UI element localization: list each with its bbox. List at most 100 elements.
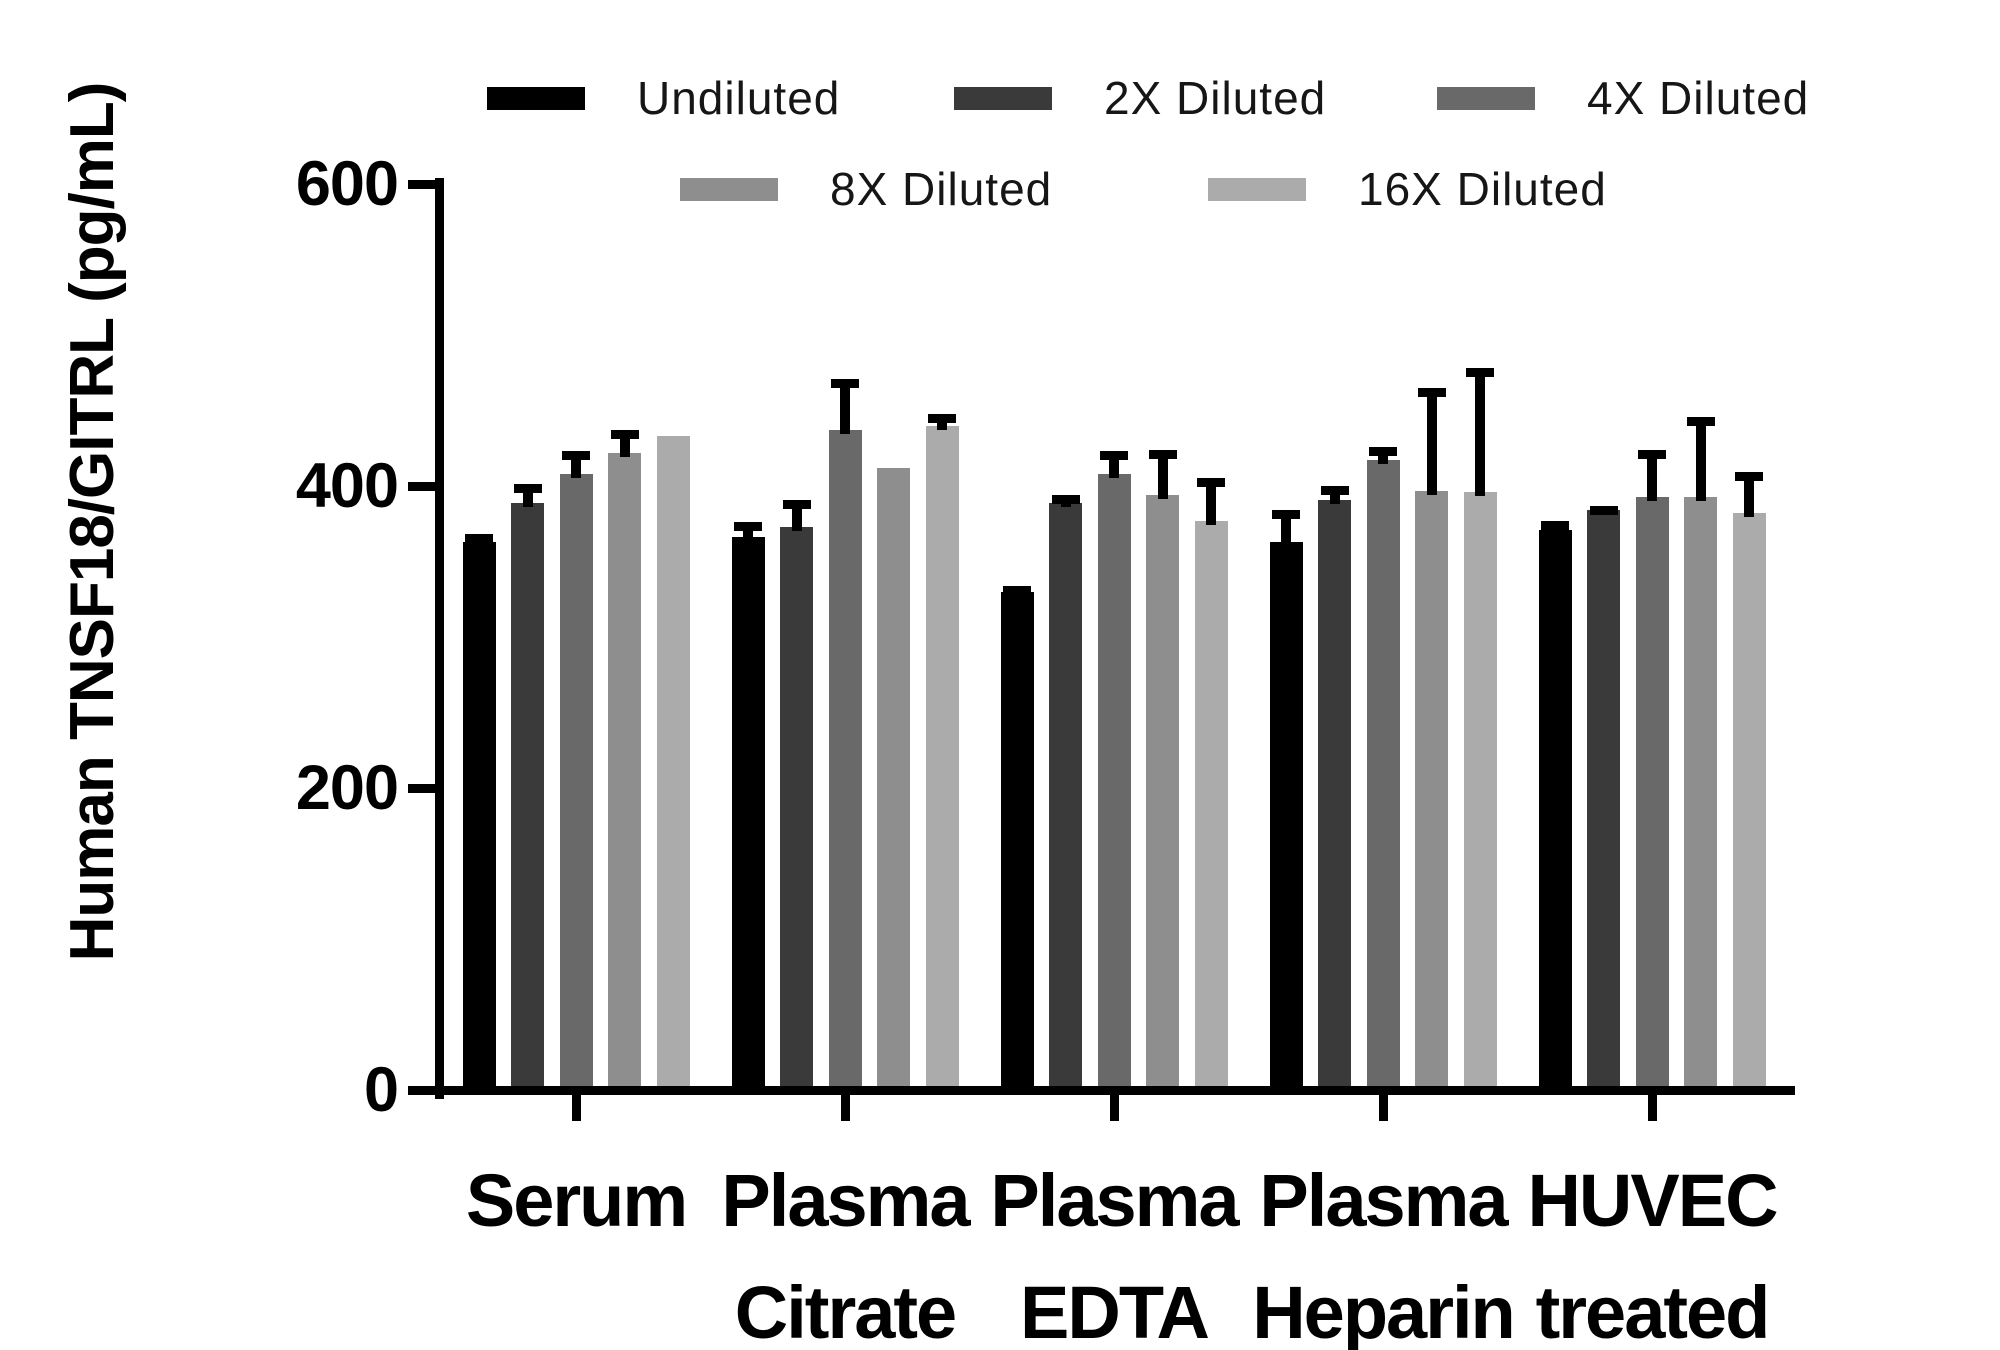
legend-item-8x-diluted: 8X Diluted [680, 163, 1053, 215]
y-axis-title: Human TNSF18/GITRL (pg/mL) [58, 82, 127, 962]
error-bar-cap [1197, 478, 1225, 488]
error-bar-cap [782, 499, 811, 509]
bar-plasma-citrate-4x-diluted [828, 430, 862, 1090]
bar-plasma-citrate-2x-diluted [780, 526, 813, 1090]
x-axis-category-label: Plasma Heparin [1173, 1145, 1593, 1350]
x-axis-category-line: HUVEC [1527, 1159, 1778, 1242]
error-bar-stem [1475, 368, 1485, 497]
y-axis-tick-label: 400 [295, 451, 399, 521]
x-axis-category-label: HUVEC treated [1442, 1145, 1862, 1350]
error-bar-cap [1100, 451, 1128, 461]
error-bar-stem [1206, 478, 1216, 525]
legend-swatch-16x-diluted [1208, 177, 1306, 201]
error-bar-cap [1369, 446, 1397, 456]
error-bar-stem [571, 451, 581, 478]
legend-item-16x-diluted: 16X Diluted [1208, 163, 1607, 215]
x-axis-tick [1647, 1094, 1657, 1121]
x-axis-category-line: Heparin [1252, 1271, 1516, 1350]
legend-label-8x-diluted: 8X Diluted [830, 163, 1053, 215]
bar-serum-undiluted [462, 541, 496, 1090]
x-axis-category-line: Plasma [1259, 1159, 1508, 1242]
error-bar-cap [1417, 387, 1446, 397]
bar-plasma-heparin-2x-diluted [1318, 499, 1351, 1090]
y-axis-tick [408, 179, 435, 189]
legend-swatch-4x-diluted [1437, 86, 1535, 110]
error-bar-stem [522, 484, 533, 507]
error-bar-cap [1148, 449, 1177, 459]
legend-item-4x-diluted: 4X Diluted [1437, 72, 1810, 124]
x-axis-line [435, 1086, 1795, 1095]
x-axis-category-label: Serum [366, 1145, 786, 1257]
x-axis-category-line: Citrate [734, 1271, 957, 1350]
bar-huvec-treated-undiluted [1538, 529, 1572, 1090]
error-bar-cap [465, 534, 493, 544]
x-axis-category-line: Plasma [990, 1159, 1239, 1242]
error-bar-cap [1589, 505, 1618, 515]
bar-plasma-edta-2x-diluted [1049, 502, 1082, 1090]
bar-huvec-treated-4x-diluted [1635, 496, 1669, 1090]
x-axis-tick [1109, 1094, 1119, 1121]
bar-plasma-citrate-16x-diluted [925, 425, 959, 1090]
error-bar-cap [1051, 495, 1080, 505]
error-bar-stem [1647, 449, 1657, 501]
error-bar-cap [1466, 368, 1494, 378]
error-bar-cap [610, 430, 639, 440]
x-axis-tick [1378, 1094, 1388, 1121]
error-bar-stem [1281, 510, 1291, 546]
bar-huvec-treated-16x-diluted [1732, 513, 1766, 1090]
bar-plasma-citrate-8x-diluted [877, 467, 910, 1090]
bar-serum-8x-diluted [608, 452, 641, 1090]
bar-huvec-treated-2x-diluted [1587, 510, 1620, 1090]
error-bar-cap [1003, 585, 1031, 595]
y-axis-line [435, 178, 444, 1099]
error-bar-stem [840, 378, 850, 435]
error-bar-cap [1735, 472, 1763, 482]
bar-serum-4x-diluted [559, 473, 593, 1090]
error-bar-stem [1695, 416, 1706, 501]
bar-serum-16x-diluted [656, 436, 690, 1090]
y-axis-tick [408, 481, 435, 491]
legend-swatch-undiluted [487, 86, 585, 110]
legend-label-4x-diluted: 4X Diluted [1587, 72, 1810, 124]
error-bar-stem [619, 430, 630, 457]
error-bar-stem [1744, 472, 1754, 518]
error-bar-cap [1272, 510, 1300, 520]
x-axis-category-line: Serum [465, 1159, 688, 1242]
x-axis-tick [840, 1094, 850, 1121]
error-bar-cap [1320, 486, 1349, 495]
error-bar-cap [1541, 520, 1569, 530]
y-axis-tick-label: 600 [295, 149, 399, 219]
x-axis-category-label: Plasma EDTA [904, 1145, 1324, 1350]
bar-plasma-heparin-16x-diluted [1463, 492, 1497, 1090]
bar-plasma-citrate-undiluted [731, 537, 765, 1090]
y-axis-tick [408, 1085, 435, 1095]
error-bar-stem [743, 522, 753, 542]
bar-plasma-heparin-8x-diluted [1415, 490, 1448, 1090]
bar-plasma-edta-4x-diluted [1097, 473, 1131, 1090]
error-bar-stem [1426, 387, 1437, 495]
bar-plasma-edta-undiluted [1000, 591, 1034, 1090]
y-axis-tick [408, 783, 435, 793]
error-bar-cap [928, 413, 956, 423]
error-bar-cap [1686, 416, 1715, 426]
legend-swatch-2x-diluted [954, 86, 1052, 110]
legend-label-undiluted: Undiluted [637, 72, 841, 124]
error-bar-cap [562, 451, 590, 461]
x-axis-category-line: EDTA [1020, 1271, 1210, 1350]
legend-label-16x-diluted: 16X Diluted [1358, 163, 1607, 215]
error-bar-stem [1109, 451, 1119, 478]
legend-item-2x-diluted: 2X Diluted [954, 72, 1326, 124]
error-bar-cap [513, 484, 542, 494]
error-bar-cap [831, 378, 859, 388]
y-axis-tick-label: 0 [363, 1055, 399, 1125]
bar-plasma-edta-8x-diluted [1146, 495, 1179, 1090]
legend-swatch-8x-diluted [680, 177, 778, 201]
x-axis-category-line: Plasma [721, 1159, 970, 1242]
bar-huvec-treated-8x-diluted [1684, 496, 1717, 1090]
y-axis-tick-label: 200 [295, 753, 399, 823]
bar-serum-2x-diluted [511, 502, 544, 1090]
error-bar-cap [1638, 449, 1666, 459]
x-axis-tick [571, 1094, 581, 1121]
legend-item-undiluted: Undiluted [487, 72, 841, 124]
